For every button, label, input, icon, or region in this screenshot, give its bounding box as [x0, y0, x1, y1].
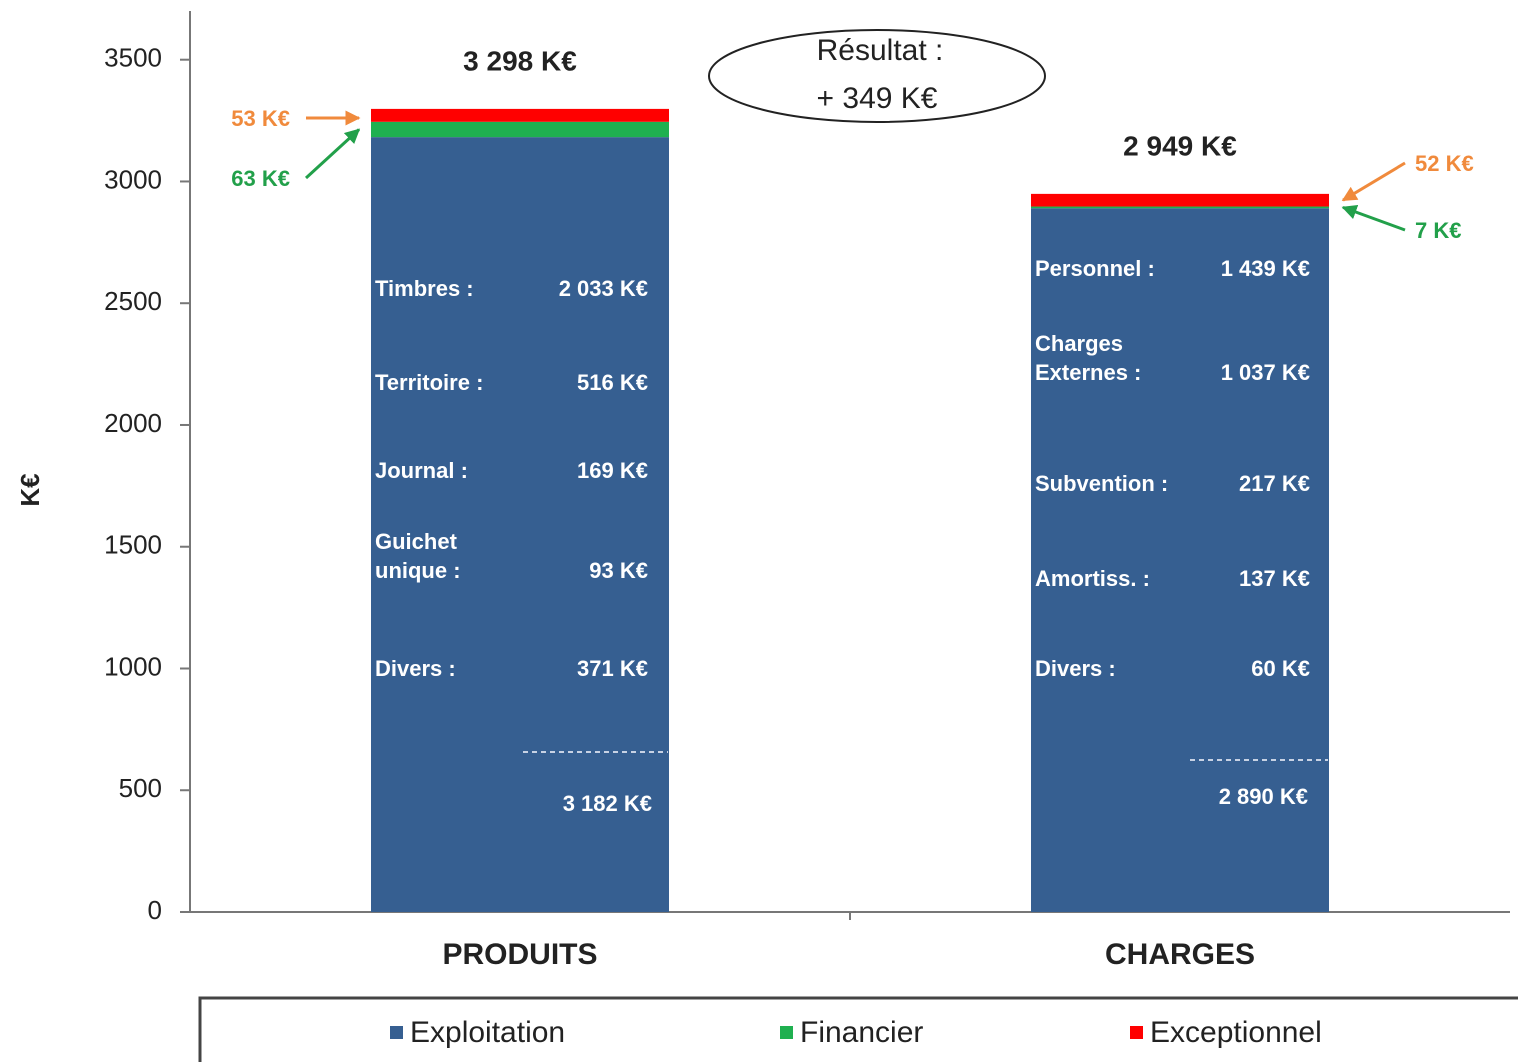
breakdown-label: Divers :	[1035, 656, 1116, 681]
bar-segment	[1031, 206, 1329, 209]
result-ellipse	[708, 29, 1046, 123]
y-tick-label: 1500	[104, 530, 162, 560]
segment-label: 7 K€	[1415, 218, 1461, 243]
y-tick-label: 2000	[104, 408, 162, 438]
breakdown-value: 217 K€	[1239, 471, 1310, 496]
breakdown-label: Amortiss. :	[1035, 566, 1150, 591]
breakdown-total: 3 182 K€	[563, 791, 652, 816]
y-tick-label: 3500	[104, 43, 162, 73]
bar-segment	[1031, 208, 1329, 912]
breakdown-value: 371 K€	[577, 656, 648, 681]
y-tick-label: 3000	[104, 164, 162, 194]
breakdown-label: Personnel :	[1035, 256, 1155, 281]
y-tick-label: 0	[148, 895, 162, 925]
legend-label: Financier	[800, 1016, 923, 1049]
breakdown-value: 1 439 K€	[1221, 256, 1310, 281]
breakdown-label: unique :	[375, 558, 461, 583]
segment-label: 63 K€	[231, 166, 290, 191]
label-arrow	[1341, 204, 1406, 232]
breakdown-value: 169 K€	[577, 458, 648, 483]
legend-label: Exploitation	[410, 1016, 565, 1049]
annotation: Résultat :	[817, 34, 944, 67]
y-tick-label: 2500	[104, 286, 162, 316]
legend-box	[198, 996, 1518, 1062]
total-label: 2 949 K€	[1123, 130, 1237, 161]
y-tick-label: 500	[119, 773, 162, 803]
breakdown-label: Externes :	[1035, 360, 1141, 385]
breakdown-value: 93 K€	[589, 558, 648, 583]
segment-label: 53 K€	[231, 106, 290, 131]
legend-label: Exceptionnel	[1150, 1016, 1322, 1049]
x-tick-label: PRODUITS	[442, 938, 597, 971]
breakdown-label: Charges	[1035, 331, 1123, 356]
x-tick-label: CHARGES	[1105, 938, 1255, 971]
breakdown-value: 1 037 K€	[1221, 360, 1310, 385]
legend-swatch	[1130, 1026, 1143, 1039]
annotation: + 349 K€	[817, 82, 938, 115]
breakdown-total: 2 890 K€	[1219, 784, 1308, 809]
breakdown-value: 60 K€	[1251, 656, 1310, 681]
bar-segment	[371, 137, 669, 912]
total-label: 3 298 K€	[463, 45, 577, 76]
breakdown-label: Subvention :	[1035, 471, 1168, 496]
legend-swatch	[390, 1026, 403, 1039]
breakdown-label: Guichet	[375, 529, 458, 554]
breakdown-value: 2 033 K€	[559, 276, 648, 301]
breakdown-label: Territoire :	[375, 370, 483, 395]
legend-swatch	[780, 1026, 793, 1039]
bar-segment	[1031, 193, 1329, 207]
y-tick-label: 1000	[104, 651, 162, 681]
breakdown-value: 516 K€	[577, 370, 648, 395]
breakdown-label: Journal :	[375, 458, 468, 483]
y-axis-label: K€	[15, 473, 45, 506]
bar-segment	[371, 121, 669, 138]
segment-label: 52 K€	[1415, 151, 1474, 176]
breakdown-value: 137 K€	[1239, 566, 1310, 591]
label-arrow	[304, 128, 361, 180]
breakdown-label: Timbres :	[375, 276, 474, 301]
bar-segment	[371, 108, 669, 122]
label-arrow	[1341, 161, 1406, 202]
breakdown-label: Divers :	[375, 656, 456, 681]
